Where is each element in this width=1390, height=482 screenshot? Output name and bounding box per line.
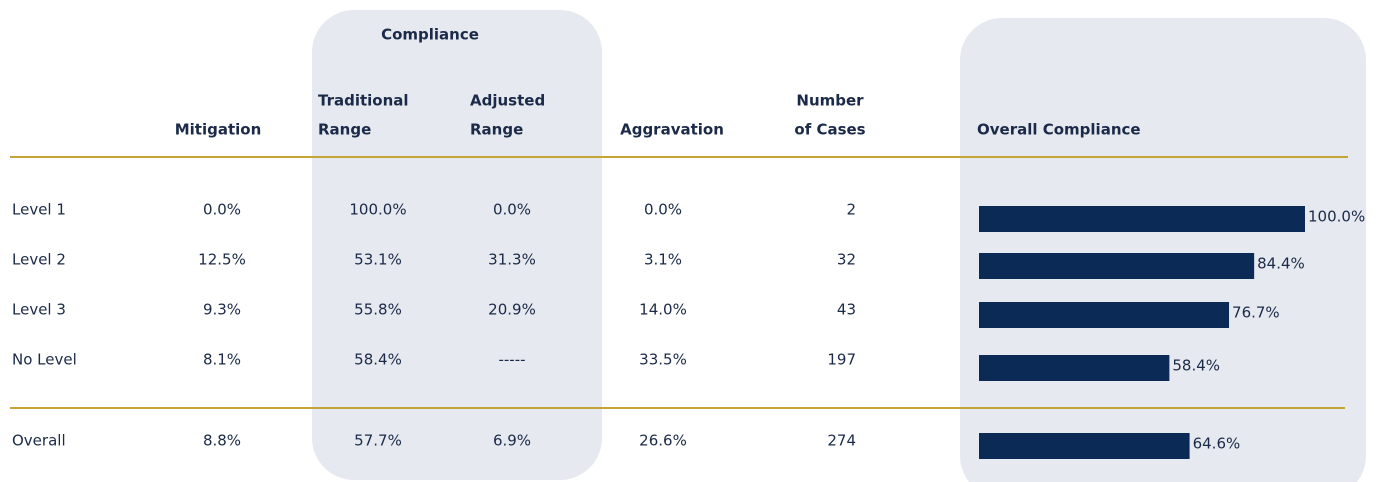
bar [979, 206, 1305, 232]
cell: 9.3% [203, 301, 241, 319]
cell: 0.0% [493, 201, 531, 219]
column-header: Adjusted [470, 92, 545, 110]
column-header: Mitigation [175, 121, 262, 139]
bar-label: 100.0% [1308, 208, 1365, 226]
bar-label: 58.4% [1172, 357, 1220, 375]
row-label: Level 3 [12, 301, 66, 319]
row-label: No Level [12, 351, 77, 369]
cell: 100.0% [349, 201, 406, 219]
row-label: Level 2 [12, 251, 66, 269]
cell: 57.7% [354, 432, 402, 450]
bar-label: 84.4% [1257, 255, 1305, 273]
column-header: Traditional [318, 92, 409, 110]
compliance-panel [312, 10, 602, 480]
cell: 0.0% [644, 201, 682, 219]
bar [979, 355, 1170, 381]
bar [979, 302, 1230, 328]
cell: 2 [846, 201, 856, 219]
bars-header: Overall Compliance [977, 121, 1141, 139]
cell: 58.4% [354, 351, 402, 369]
cell: 197 [827, 351, 856, 369]
overall-panel [960, 18, 1366, 482]
column-header: Number [796, 92, 864, 110]
cell: 3.1% [644, 251, 682, 269]
bar [979, 253, 1255, 279]
cell: 26.6% [639, 432, 687, 450]
cell: 20.9% [488, 301, 536, 319]
cell: 31.3% [488, 251, 536, 269]
row-label: Level 1 [12, 201, 66, 219]
cell: 8.1% [203, 351, 241, 369]
cell: 55.8% [354, 301, 402, 319]
cell: 53.1% [354, 251, 402, 269]
cell: 8.8% [203, 432, 241, 450]
group-header: Compliance [381, 26, 479, 44]
cell: 33.5% [639, 351, 687, 369]
cell: 274 [827, 432, 856, 450]
column-header: of Cases [794, 121, 865, 139]
row-label: Overall [12, 432, 66, 450]
column-header: Aggravation [620, 121, 724, 139]
cell: 32 [837, 251, 856, 269]
cell: 12.5% [198, 251, 246, 269]
cell: 14.0% [639, 301, 687, 319]
cell: ----- [498, 351, 525, 369]
bar [979, 433, 1190, 459]
cell: 0.0% [203, 201, 241, 219]
cell: 43 [837, 301, 856, 319]
cell: 6.9% [493, 432, 531, 450]
bar-label: 76.7% [1232, 304, 1280, 322]
column-header: Range [470, 121, 523, 139]
bar-label: 64.6% [1193, 435, 1241, 453]
column-header: Range [318, 121, 371, 139]
